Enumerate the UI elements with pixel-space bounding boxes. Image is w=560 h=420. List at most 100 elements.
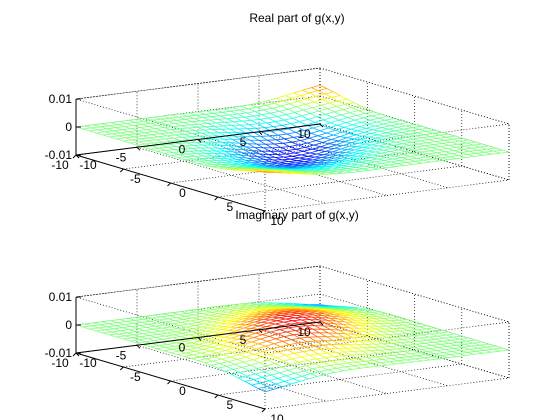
mesh-segment	[224, 107, 233, 110]
mesh-segment	[418, 154, 426, 158]
mesh-segment	[231, 125, 239, 130]
mesh-segment	[406, 332, 416, 334]
mesh-segment	[157, 321, 167, 324]
mesh-segment	[185, 118, 193, 123]
mesh-segment	[355, 347, 363, 352]
mesh-segment	[134, 319, 142, 323]
mesh-segment	[143, 317, 153, 320]
mesh-segment	[265, 143, 273, 149]
mesh-segment	[425, 129, 435, 132]
mesh-segment	[167, 119, 177, 122]
mesh-segment	[196, 347, 204, 350]
mesh-segment	[495, 147, 503, 151]
mesh-segment	[258, 164, 268, 166]
mesh-segment	[217, 335, 225, 338]
mesh-segment	[106, 128, 114, 132]
mesh-segment	[307, 98, 315, 103]
mesh-segment	[295, 329, 305, 331]
mesh-segment	[345, 169, 355, 172]
mesh-segment	[185, 340, 192, 344]
mesh-segment	[282, 142, 290, 147]
mesh-segment	[135, 132, 145, 135]
mesh-segment	[446, 148, 455, 151]
mesh-segment	[326, 336, 334, 341]
mesh-segment	[245, 321, 255, 326]
mesh-segment	[218, 345, 228, 350]
mesh-segment	[317, 90, 325, 95]
mesh-segment	[239, 109, 247, 114]
mesh-segment	[364, 331, 372, 336]
mesh-segment	[467, 352, 475, 355]
mesh-segment	[424, 145, 432, 149]
x-tick-mark	[261, 408, 266, 413]
mesh-segment	[303, 368, 313, 372]
mesh-segment	[296, 365, 306, 369]
mesh-segment	[287, 106, 297, 110]
mesh-segment	[453, 148, 463, 151]
mesh-segment	[174, 122, 184, 124]
mesh-segment	[231, 334, 241, 339]
mesh-segment	[295, 161, 305, 164]
mesh-segment	[493, 348, 501, 352]
mesh-segment	[232, 107, 240, 111]
mesh-segment	[353, 322, 363, 324]
mesh-segment	[374, 125, 382, 128]
mesh-segment	[282, 123, 291, 126]
mesh-segment	[186, 326, 194, 329]
mesh-segment	[306, 142, 315, 146]
mesh-segment	[321, 328, 329, 334]
mesh-segment	[407, 344, 415, 348]
mesh-segment	[478, 148, 487, 151]
mesh-segment	[210, 165, 220, 168]
mesh-segment	[393, 339, 401, 344]
mesh-segment	[298, 362, 306, 367]
mesh-segment	[164, 335, 172, 339]
mesh-segment	[226, 117, 236, 120]
mesh-segment	[192, 120, 201, 123]
mesh-segment	[169, 116, 179, 119]
mesh-segment	[217, 366, 227, 369]
mesh-segment	[244, 379, 254, 382]
mesh-segment	[341, 128, 351, 133]
mesh-segment	[190, 320, 197, 323]
mesh-segment	[303, 151, 310, 154]
mesh-segment	[190, 135, 200, 138]
mesh-segment	[212, 321, 220, 324]
mesh-segment	[435, 139, 445, 142]
mesh-segment	[184, 328, 194, 331]
mesh-segment	[209, 147, 217, 152]
mesh-segment	[225, 347, 235, 351]
mesh-segment	[136, 118, 144, 122]
mesh-segment	[447, 356, 457, 359]
mesh-segment	[285, 152, 295, 155]
mesh-segment	[267, 312, 277, 315]
mesh-segment	[155, 324, 165, 327]
mesh-segment	[242, 309, 252, 312]
mesh-segment	[366, 357, 374, 361]
mesh-segment	[318, 147, 328, 151]
mesh-segment	[91, 324, 101, 327]
mesh-segment	[339, 158, 349, 161]
mesh-segment	[357, 344, 365, 349]
mesh-segment	[235, 327, 245, 332]
mesh-segment	[163, 152, 171, 156]
imaginary-part-plot: Imaginary part of g(x,y) -0.01 0 0.01 10…	[45, 208, 510, 420]
mesh-segment	[226, 310, 236, 313]
mesh-segment	[397, 360, 405, 364]
mesh-segment	[493, 347, 503, 350]
mesh-segment	[284, 310, 294, 312]
mesh-segment	[185, 155, 195, 158]
mesh-segment	[370, 350, 378, 354]
mesh-segment	[292, 154, 302, 157]
mesh-segment	[276, 95, 286, 99]
mesh-segment	[158, 345, 166, 348]
mesh-segment	[362, 363, 372, 366]
mesh-segment	[232, 349, 242, 353]
mesh-segment	[187, 114, 197, 117]
mesh-segment	[273, 126, 281, 131]
mesh-segment	[204, 141, 212, 146]
mesh-segment	[196, 126, 206, 128]
mesh-segment	[193, 337, 203, 340]
mesh-segment	[424, 132, 433, 135]
mesh-segment	[205, 126, 213, 130]
